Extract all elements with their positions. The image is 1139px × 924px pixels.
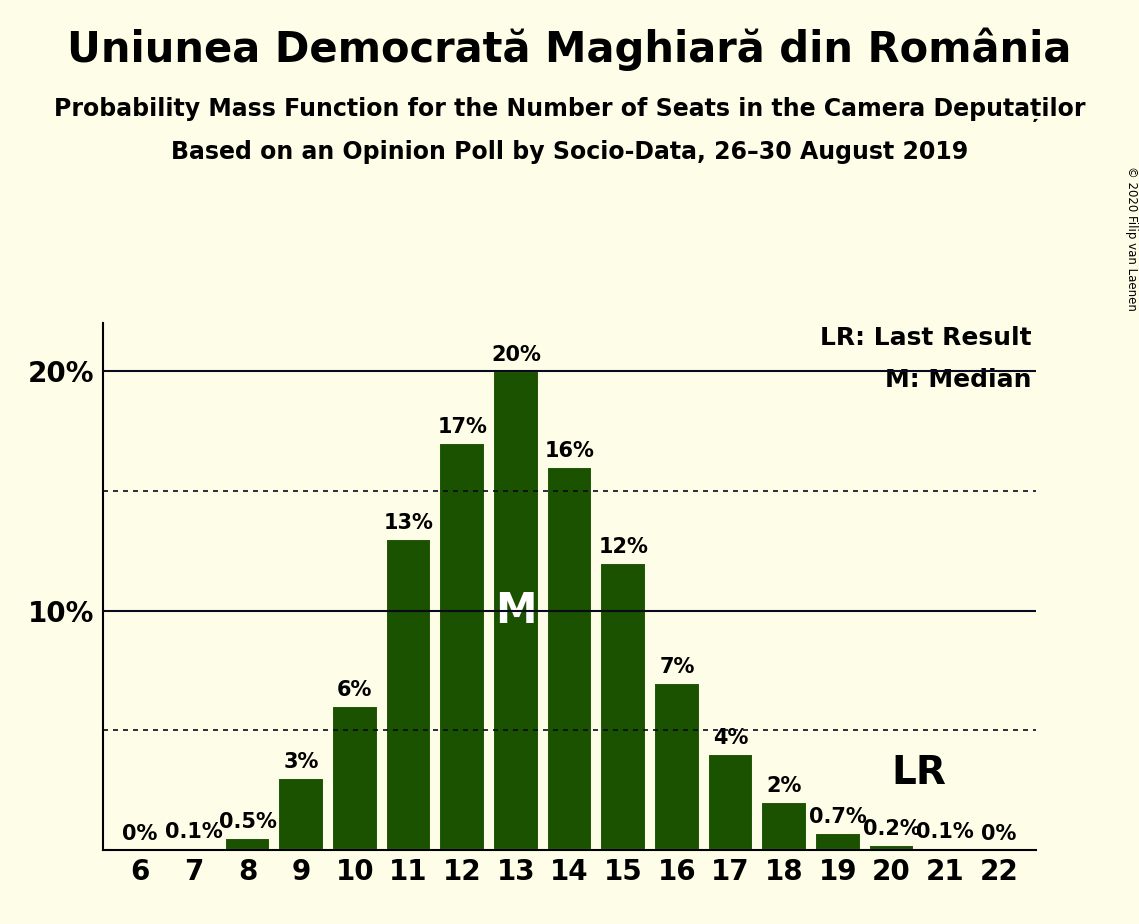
- Bar: [707, 754, 753, 850]
- Text: 0.7%: 0.7%: [809, 808, 867, 827]
- Text: Probability Mass Function for the Number of Seats in the Camera Deputaților: Probability Mass Function for the Number…: [54, 97, 1085, 122]
- Text: Uniunea Democrată Maghiară din România: Uniunea Democrată Maghiară din România: [67, 28, 1072, 71]
- Bar: [547, 467, 592, 850]
- Bar: [278, 778, 323, 850]
- Text: 12%: 12%: [598, 537, 648, 557]
- Bar: [386, 539, 432, 850]
- Bar: [654, 683, 699, 850]
- Bar: [816, 833, 861, 850]
- Bar: [224, 838, 270, 850]
- Text: 2%: 2%: [767, 776, 802, 796]
- Text: 0.2%: 0.2%: [862, 820, 920, 839]
- Bar: [600, 563, 646, 850]
- Bar: [440, 444, 485, 850]
- Text: 13%: 13%: [384, 513, 434, 533]
- Bar: [171, 847, 216, 850]
- Bar: [331, 707, 378, 850]
- Text: 0%: 0%: [122, 824, 158, 845]
- Bar: [923, 847, 968, 850]
- Text: Based on an Opinion Poll by Socio-Data, 26–30 August 2019: Based on an Opinion Poll by Socio-Data, …: [171, 140, 968, 164]
- Text: LR: LR: [891, 755, 945, 793]
- Text: 16%: 16%: [544, 441, 595, 461]
- Text: 4%: 4%: [713, 728, 748, 748]
- Text: 20%: 20%: [491, 346, 541, 365]
- Text: LR: Last Result: LR: Last Result: [820, 326, 1032, 350]
- Text: 3%: 3%: [284, 752, 319, 772]
- Text: 0.1%: 0.1%: [165, 821, 222, 842]
- Text: 0%: 0%: [981, 824, 1017, 845]
- Text: 0.5%: 0.5%: [219, 812, 277, 833]
- Text: 7%: 7%: [659, 657, 695, 676]
- Bar: [869, 845, 915, 850]
- Text: 0.1%: 0.1%: [917, 821, 974, 842]
- Text: M: Median: M: Median: [885, 368, 1032, 392]
- Bar: [761, 802, 808, 850]
- Text: 6%: 6%: [337, 680, 372, 700]
- Text: 17%: 17%: [437, 417, 487, 437]
- Text: © 2020 Filip van Laenen: © 2020 Filip van Laenen: [1124, 166, 1138, 311]
- Text: M: M: [495, 590, 536, 632]
- Bar: [493, 371, 539, 850]
